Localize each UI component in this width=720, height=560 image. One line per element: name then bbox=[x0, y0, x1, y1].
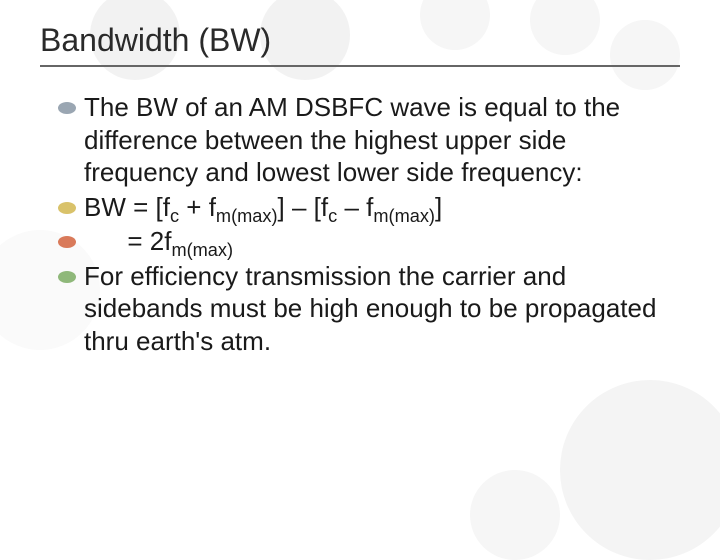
bullet-list: The BW of an AM DSBFC wave is equal to t… bbox=[40, 91, 680, 357]
slide: Bandwidth (BW) The BW of an AM DSBFC wav… bbox=[0, 0, 720, 540]
bullet-item: = 2fm(max) bbox=[58, 225, 680, 258]
bullet-icon bbox=[58, 202, 76, 214]
bullet-icon bbox=[58, 236, 76, 248]
bullet-item: BW = [fc + fm(max)] – [fc – fm(max)] bbox=[58, 191, 680, 224]
bullet-text: = 2fm(max) bbox=[84, 225, 233, 258]
slide-title: Bandwidth (BW) bbox=[40, 22, 680, 59]
bullet-icon bbox=[58, 102, 76, 114]
bullet-text: BW = [fc + fm(max)] – [fc – fm(max)] bbox=[84, 191, 442, 224]
bullet-text: For efficiency transmission the carrier … bbox=[84, 260, 680, 358]
bullet-item: The BW of an AM DSBFC wave is equal to t… bbox=[58, 91, 680, 189]
bullet-item: For efficiency transmission the carrier … bbox=[58, 260, 680, 358]
title-underline bbox=[40, 65, 680, 67]
bullet-icon bbox=[58, 271, 76, 283]
bullet-text: The BW of an AM DSBFC wave is equal to t… bbox=[84, 91, 680, 189]
